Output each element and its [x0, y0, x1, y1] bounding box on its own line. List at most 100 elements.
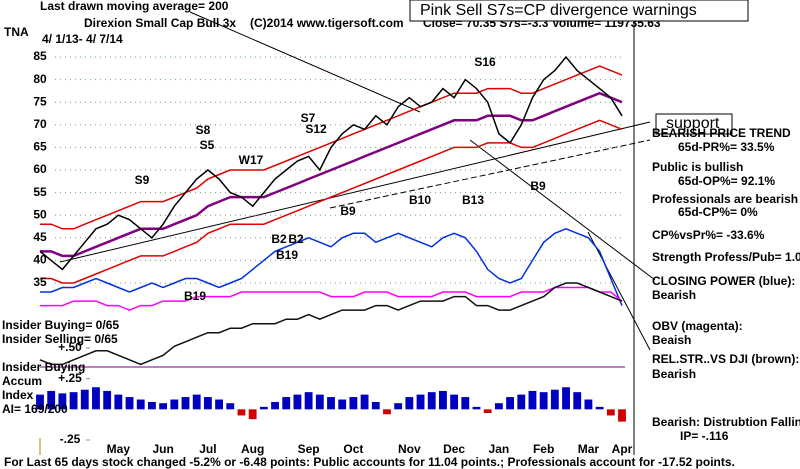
bar — [69, 392, 78, 410]
bar — [47, 390, 56, 410]
bar — [315, 394, 324, 410]
bar — [58, 393, 67, 410]
y-tick-label: 35 — [33, 275, 47, 289]
chart-title: Direxion Small Cap Bull 3x — [84, 16, 236, 30]
indicator: BEARISH PRICE TREND — [652, 126, 791, 140]
signal-label: B2 — [288, 232, 304, 246]
bar — [439, 390, 447, 410]
bar — [92, 387, 100, 410]
bar — [136, 399, 145, 410]
bar — [383, 409, 391, 415]
bar — [494, 403, 503, 410]
x-tick-label: Sep — [298, 442, 320, 456]
signal-label: B10 — [409, 193, 431, 207]
x-tick-label: Feb — [533, 442, 554, 456]
bar — [394, 403, 403, 410]
bar — [282, 397, 291, 410]
bar — [259, 406, 268, 410]
annotation: Insider Buying — [2, 360, 85, 374]
bar — [562, 387, 570, 410]
bar — [215, 399, 223, 410]
bar — [450, 394, 459, 410]
trend-line — [469, 139, 656, 281]
bar — [618, 409, 626, 422]
y-tick-label: -.25 — [60, 432, 81, 446]
x-tick-label: Aug — [241, 442, 264, 456]
x-tick-label: Dec — [443, 442, 465, 456]
bar — [237, 409, 246, 416]
bar — [103, 390, 112, 410]
y-tick-label: +.50 — [58, 340, 82, 354]
bar — [461, 397, 470, 410]
bar — [472, 406, 481, 410]
series-line — [40, 91, 623, 258]
annotation: Index — [2, 388, 34, 402]
annotation: Accum — [2, 374, 42, 388]
support-box — [655, 113, 733, 135]
indicator: Bearish: Distrubtion Falling — [652, 415, 800, 429]
bar — [327, 397, 335, 410]
bar — [573, 392, 582, 410]
bar — [271, 401, 279, 410]
bar — [192, 394, 201, 410]
bar — [226, 403, 235, 410]
series-line — [40, 119, 623, 284]
bar — [181, 397, 190, 410]
bar — [528, 390, 537, 410]
x-tick-label: Jun — [152, 442, 173, 456]
bar — [405, 397, 414, 410]
bar — [506, 397, 514, 410]
annotation: Insider Buying= 0/65 — [2, 318, 119, 332]
y-tick-label: 60 — [33, 162, 47, 176]
headline: Pink Sell S7s=CP divergence warnings — [420, 2, 697, 19]
series-line — [39, 282, 623, 366]
trend-line — [189, 11, 421, 113]
bar — [293, 394, 302, 410]
series-line — [40, 227, 623, 306]
y-tick-label: 65 — [33, 140, 47, 154]
bar — [595, 406, 604, 410]
signal-label: S9 — [135, 173, 150, 187]
bar — [80, 389, 89, 410]
y-tick-label: 80 — [33, 72, 47, 86]
bar — [584, 399, 593, 410]
indicator: CP%vsPr%= -33.6% — [652, 228, 765, 242]
bar — [371, 401, 380, 410]
y-tick-label: 70 — [33, 117, 47, 131]
x-tick-label: Apr — [612, 442, 633, 456]
bar — [606, 409, 615, 416]
x-tick-label: May — [107, 442, 131, 456]
bar — [349, 397, 358, 410]
x-tick-label: Mar — [578, 442, 600, 456]
x-tick-label: Jan — [489, 442, 510, 456]
indicator: 65d-OP%= 92.1% — [678, 174, 775, 188]
x-tick-label: Nov — [398, 442, 421, 456]
y-tick-label: +.25 — [58, 371, 82, 385]
y-tick-label: 45 — [33, 230, 47, 244]
indicator: 65d-CP%= 0% — [678, 205, 758, 219]
bar — [304, 392, 313, 410]
signal-label: S7 — [301, 111, 316, 125]
trend-line — [329, 139, 651, 209]
signal-label: B2 — [271, 232, 287, 246]
annotation: AI= 169/200 — [2, 402, 68, 416]
support-label: support — [666, 115, 720, 132]
signal-label: S5 — [200, 138, 215, 152]
y-tick-label: 50 — [33, 207, 47, 221]
copyright: (C)2014 www.tigersoft.com — [250, 16, 404, 30]
trend-line — [59, 121, 651, 263]
bar — [36, 394, 44, 410]
series-line — [39, 55, 623, 271]
bar — [483, 409, 492, 414]
bar — [416, 394, 425, 410]
indicator: REL.STR..VS DJI (brown): — [652, 352, 799, 366]
subtitle: Last drawn moving average= 200 — [40, 0, 229, 13]
x-tick-label: Oct — [343, 442, 363, 456]
bar — [338, 399, 347, 410]
signal-label: B13 — [462, 193, 484, 207]
x-tick-label: Jul — [199, 442, 216, 456]
bar — [550, 389, 559, 410]
bar — [539, 392, 548, 410]
indicator: Public is bullish — [652, 160, 743, 174]
